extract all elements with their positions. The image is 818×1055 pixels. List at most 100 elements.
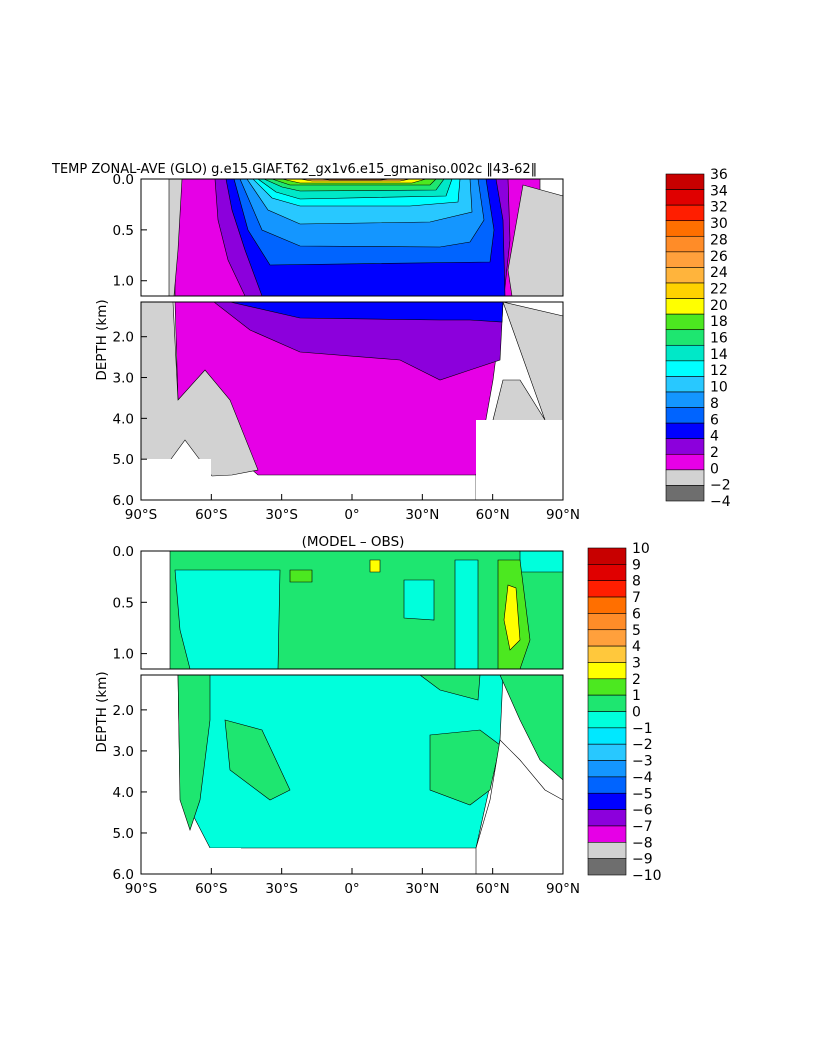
colorbar-swatch (665, 282, 705, 299)
x-tick-label: 90°N (546, 507, 580, 523)
colorbar-label: 34 (710, 183, 728, 199)
colorbar-swatch (665, 344, 705, 362)
colorbar-swatch (665, 235, 705, 253)
colorbar-swatch (665, 267, 705, 284)
x-tick-label: 90°S (125, 507, 158, 523)
y-tick-label: 1.0 (113, 647, 134, 663)
colorbar-label: 4 (710, 429, 719, 445)
colorbar-label: 20 (710, 298, 728, 314)
colorbar-label: 0 (632, 705, 641, 721)
colorbar-label: 24 (710, 265, 728, 281)
colorbar-label: 2 (632, 672, 641, 688)
y-tick-label: 6.0 (113, 493, 134, 509)
y-tick-label: 5.0 (113, 452, 134, 468)
colorbar-label: −3 (632, 754, 653, 770)
y-tick-label: 1.0 (113, 274, 134, 290)
axes-1: 90°S 60°S 30°S 0° 30°N 60°N 90°N 0.0 0.5 1.0 2.0 3.… (113, 544, 581, 897)
colorbar-label: −7 (632, 819, 653, 835)
x-tick-label: 0° (344, 881, 359, 897)
colorbar-label: 28 (710, 232, 728, 248)
x-tick-label: 0° (344, 507, 359, 523)
colorbar-label: 0 (710, 461, 719, 477)
diff-upper-cyan-c (454, 559, 479, 670)
colorbar-label: 6 (710, 412, 719, 428)
colorbar-label: −2 (710, 478, 731, 494)
colorbar-label: −6 (632, 803, 653, 819)
temp-upper-frame (140, 178, 564, 297)
colorbar-swatch (587, 678, 627, 696)
colorbar-swatch (665, 251, 705, 268)
colorbar-label: 14 (710, 347, 728, 363)
colorbar-swatch (665, 453, 705, 471)
colorbar-swatch (665, 329, 705, 346)
colorbar-swatch (665, 422, 705, 440)
y-tick-label: 5.0 (113, 826, 134, 842)
x-tick-label: 60°S (195, 881, 228, 897)
chart-title: TEMP ZONAL-AVE (GLO) g.e15.GIAF.T62_gx1v… (51, 162, 537, 177)
colorbar-swatch (587, 841, 627, 859)
axes-0: 90°S 60°S 30°S 0° 30°N 60°N 90°N 0.0 0.5 1.0 2.0 3.… (113, 172, 581, 523)
colorbar-label: −9 (632, 852, 653, 868)
ylabel-top: DEPTH (km) (94, 299, 110, 380)
x-tick-label: 90°S (125, 881, 158, 897)
ylabel-bottom: DEPTH (km) (94, 671, 110, 752)
y-tick-label: 0.0 (113, 172, 134, 188)
colorbar-swatch (665, 391, 705, 408)
y-tick-label: 4.0 (113, 411, 134, 427)
colorbar-label: 8 (632, 574, 641, 590)
colorbar-swatch (587, 662, 627, 680)
diff-upper-yellow-b (369, 559, 381, 573)
colorbar-swatch (587, 547, 627, 565)
y-tick-label: 2.0 (113, 703, 134, 719)
colorbar-label: 36 (710, 167, 728, 183)
colorbar-label: 26 (710, 249, 728, 265)
diff-blank-south (141, 848, 241, 874)
colorbar-label: 30 (710, 216, 728, 232)
temp-blank-south (141, 459, 211, 500)
colorbar-swatch (587, 613, 627, 631)
y-tick-label: 0.5 (113, 595, 134, 611)
diff-upper-cyan-b (403, 579, 435, 621)
colorbar-swatch (665, 485, 705, 502)
y-tick-label: 0.5 (113, 223, 134, 239)
diff-lower-green-c (429, 729, 501, 806)
colorbar-label: −10 (632, 868, 662, 884)
y-tick-label: 2.0 (113, 330, 134, 346)
colorbar-swatch (665, 469, 705, 486)
colorbar-label: −5 (632, 786, 653, 802)
colorbar-label: 4 (632, 639, 641, 655)
diff-upper-frame (140, 550, 564, 670)
x-tick-label: 90°N (546, 881, 580, 897)
y-tick-label: 4.0 (113, 785, 134, 801)
colorbar-label: 9 (632, 557, 641, 573)
temp-lower-purple (175, 301, 504, 381)
x-tick-label: 30°N (405, 881, 439, 897)
diff-upper-yellow (503, 584, 521, 651)
colorbar-label: 5 (632, 623, 641, 639)
colorbar-swatch (587, 825, 627, 843)
colorbar-label: 12 (710, 363, 728, 379)
y-tick-label: 3.0 (113, 371, 134, 387)
colorbar-swatch (587, 727, 627, 745)
colorbar-swatch (665, 220, 705, 237)
y-tick-label: 0.0 (113, 544, 134, 560)
colorbar-label: 7 (632, 590, 641, 606)
colorbar-label: 6 (632, 606, 641, 622)
colorbar-swatch (587, 580, 627, 598)
chart-subtitle: (MODEL – OBS) (302, 534, 405, 550)
y-tick-label: 6.0 (113, 867, 134, 883)
x-tick-label: 30°S (265, 507, 298, 523)
colorbar-label: 10 (632, 541, 650, 557)
y-tick-label: 3.0 (113, 744, 134, 760)
colorbar-swatch (665, 438, 705, 455)
colorbar-label: 2 (710, 445, 719, 461)
colorbar-label: 1 (632, 688, 641, 704)
colorbar-swatch (587, 776, 627, 794)
colorbar-swatch (665, 204, 705, 222)
colorbar-swatch (665, 189, 705, 206)
x-tick-label: 30°N (405, 507, 439, 523)
colorbar-label: −4 (632, 770, 653, 786)
colorbar-label: −8 (632, 835, 653, 851)
